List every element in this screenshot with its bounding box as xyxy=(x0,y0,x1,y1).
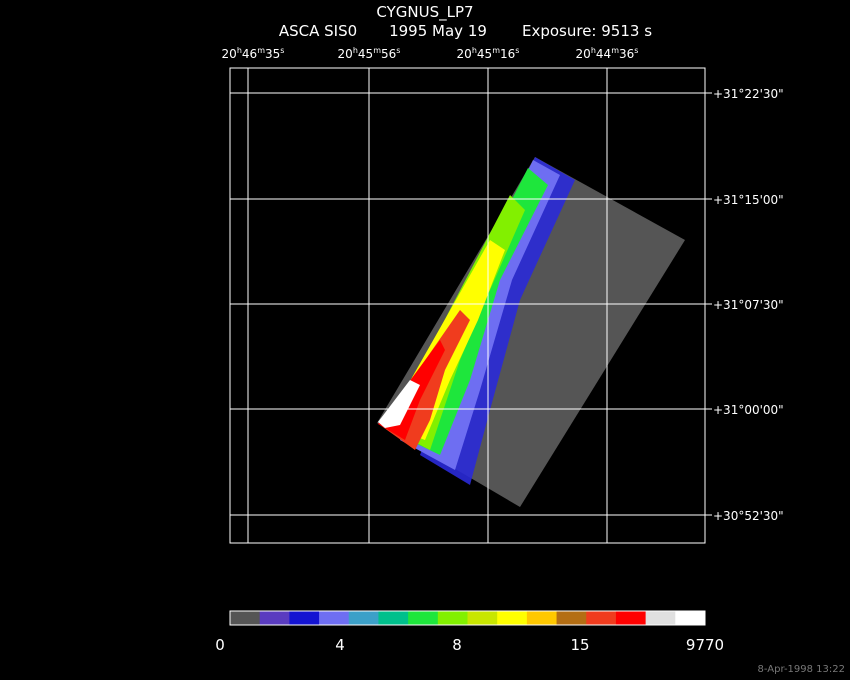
unit: s xyxy=(280,46,284,55)
value: 20 xyxy=(222,47,237,61)
colorbar-label: 0 xyxy=(215,636,225,654)
ra-labels: 20h46m35s 20h45m56s 20h45m16s 20h44m36s xyxy=(222,46,639,61)
subtitle-part: ASCA SIS0 xyxy=(279,22,357,40)
ra-label: 20h45m16s xyxy=(457,46,520,61)
unit: m xyxy=(373,46,381,55)
ra-label: 20h44m36s xyxy=(576,46,639,61)
colorbar-segment xyxy=(497,611,528,625)
colorbar-segment xyxy=(556,611,587,625)
value: 44 xyxy=(596,47,611,61)
value: 20 xyxy=(338,47,353,61)
unit: m xyxy=(492,46,500,55)
colorbar-label: 15 xyxy=(570,636,589,654)
colorbar-segment xyxy=(378,611,409,625)
timestamp: 8-Apr-1998 13:22 xyxy=(758,664,845,675)
value: 45 xyxy=(358,47,373,61)
dec-label: +31°15'00" xyxy=(713,193,784,207)
colorbar-segment xyxy=(586,611,617,625)
value: 46 xyxy=(242,47,257,61)
colorbar-segment xyxy=(675,611,706,625)
subtitle-part: 1995 May 19 xyxy=(389,22,487,40)
value: 35 xyxy=(265,47,280,61)
colorbar-segment xyxy=(615,611,647,625)
colorbar: 0 4 8 15 9770 xyxy=(215,610,724,654)
colorbar-label: 9770 xyxy=(686,636,724,654)
dec-label: +30°52'30" xyxy=(713,509,784,523)
unit: h xyxy=(591,46,596,55)
unit: s xyxy=(515,46,519,55)
dec-label: +31°22'30" xyxy=(713,87,784,101)
subtitle: ASCA SIS0 1995 May 19 Exposure: 9513 s xyxy=(279,22,652,40)
unit: h xyxy=(353,46,358,55)
value: 20 xyxy=(457,47,472,61)
colorbar-label: 8 xyxy=(452,636,462,654)
value: 56 xyxy=(381,47,396,61)
colorbar-segment xyxy=(230,611,261,625)
colorbar-segment xyxy=(467,611,498,625)
colorbar-segment xyxy=(526,611,558,625)
unit: s xyxy=(634,46,638,55)
value: 16 xyxy=(500,47,515,61)
colorbar-segment xyxy=(408,611,439,625)
dec-labels: +31°22'30" +31°15'00" +31°07'30" +31°00'00"… xyxy=(698,87,784,523)
unit: s xyxy=(396,46,400,55)
value: 45 xyxy=(477,47,492,61)
ra-label: 20h45m56s xyxy=(338,46,401,61)
unit: h xyxy=(237,46,242,55)
value: 36 xyxy=(619,47,634,61)
colorbar-segment xyxy=(259,611,290,625)
colorbar-segment xyxy=(319,611,350,625)
title: CYGNUS_LP7 xyxy=(376,3,473,22)
plot-frame xyxy=(229,67,706,544)
unit: h xyxy=(472,46,477,55)
colorbar-label: 4 xyxy=(335,636,345,654)
coordinate-grid xyxy=(230,68,705,543)
value: 20 xyxy=(576,47,591,61)
unit: m xyxy=(257,46,265,55)
unit: m xyxy=(611,46,619,55)
colorbar-segment xyxy=(348,611,379,625)
sky-image xyxy=(377,157,685,507)
colorbar-segment xyxy=(289,611,320,625)
ra-label: 20h46m35s xyxy=(222,46,285,61)
colorbar-frame xyxy=(229,610,706,626)
dec-label: +31°07'30" xyxy=(713,298,784,312)
subtitle-part: Exposure: 9513 s xyxy=(522,22,652,40)
colorbar-segment xyxy=(645,611,676,625)
colorbar-segment xyxy=(437,611,468,625)
dec-label: +31°00'00" xyxy=(713,403,784,417)
